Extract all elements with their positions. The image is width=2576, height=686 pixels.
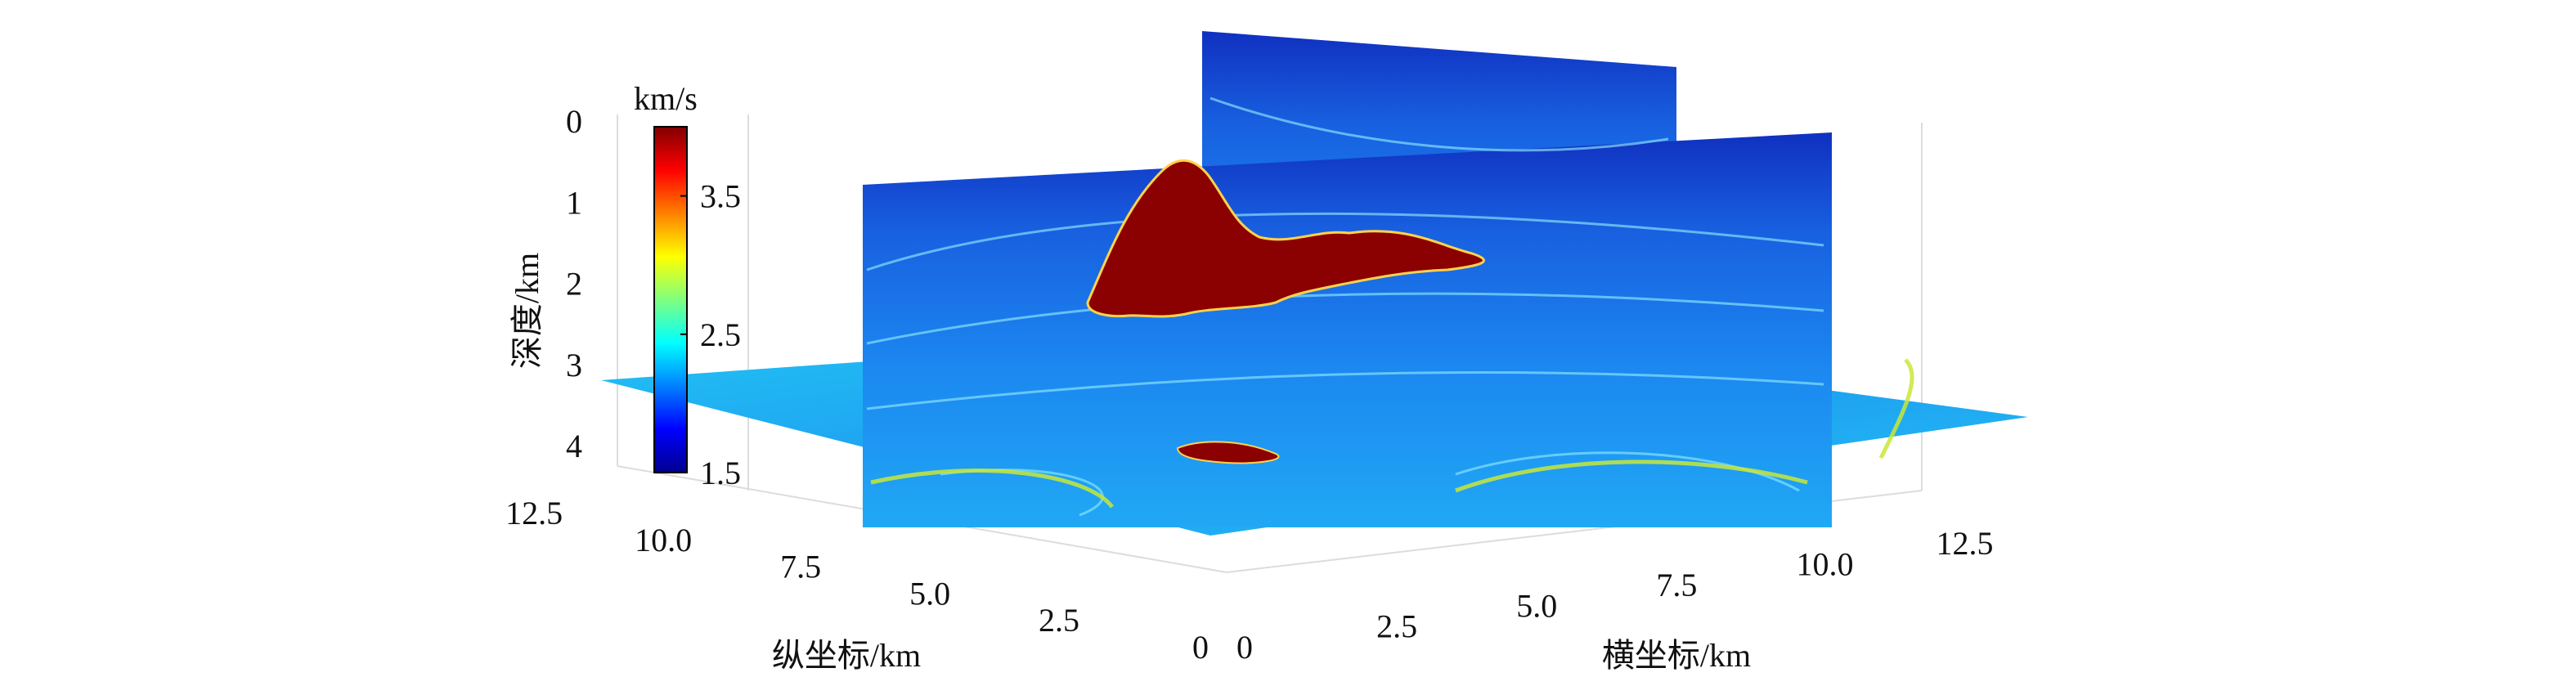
transverse-axis-label: 横坐标/km <box>1602 637 1751 674</box>
transverse-ticks: 0 2.5 5.0 7.5 10.0 12.5 <box>1236 525 1994 666</box>
slices-group <box>601 31 2028 536</box>
longitudinal-tick-label: 2.5 <box>1039 602 1079 639</box>
longitudinal-axis-label: 纵坐标/km <box>772 637 921 674</box>
longitudinal-tick-label: 7.5 <box>780 549 821 585</box>
depth-axis-label: 深度/km <box>509 253 545 369</box>
depth-tick-label: 4 <box>566 428 582 464</box>
depth-tick-label: 0 <box>566 103 582 140</box>
transverse-tick-label: 5.0 <box>1516 587 1557 624</box>
longitudinal-tick-label: 5.0 <box>909 575 950 612</box>
longitudinal-tick-label: 0 <box>1192 629 1209 666</box>
colorbar-tick-label: 1.5 <box>700 455 741 491</box>
vertical-slice-front <box>863 132 1832 527</box>
depth-tick-label: 2 <box>566 266 582 303</box>
transverse-tick-label: 2.5 <box>1376 608 1417 645</box>
transverse-axis: 0 2.5 5.0 7.5 10.0 12.5 横坐标/km <box>1236 525 1994 674</box>
colorbar-ticks: 1.5 2.5 3.5 <box>680 178 741 491</box>
depth-ticks: 0 1 2 3 4 <box>566 103 582 464</box>
salt-body-main <box>1086 159 1485 318</box>
bright-reflectors <box>870 358 1914 509</box>
colorbar-tick-label: 2.5 <box>700 316 741 353</box>
transverse-tick-label: 7.5 <box>1656 567 1697 603</box>
depth-tick-label: 1 <box>566 184 582 221</box>
depth-axis: 0 1 2 3 4 深度/km <box>509 103 582 464</box>
slice-reflectors <box>866 96 1824 517</box>
longitudinal-tick-label: 10.0 <box>635 522 692 558</box>
longitudinal-axis: 0 2.5 5.0 7.5 10.0 12.5 纵坐标/km <box>505 495 1209 674</box>
colorbar-ramp <box>653 126 688 473</box>
colorbar-unit-label: km/s <box>634 80 698 117</box>
depth-tick-label: 3 <box>566 347 582 383</box>
salt-body-small <box>1176 441 1280 464</box>
colorbar: km/s 1.5 2.5 3.5 <box>634 80 741 491</box>
transverse-tick-label: 0 <box>1236 629 1253 666</box>
transverse-tick-label: 12.5 <box>1936 525 1994 562</box>
longitudinal-ticks: 0 2.5 5.0 7.5 10.0 12.5 <box>505 495 1209 666</box>
transverse-tick-label: 10.0 <box>1796 546 1853 583</box>
colorbar-tick-label: 3.5 <box>700 178 741 215</box>
longitudinal-tick-label: 12.5 <box>505 495 563 531</box>
